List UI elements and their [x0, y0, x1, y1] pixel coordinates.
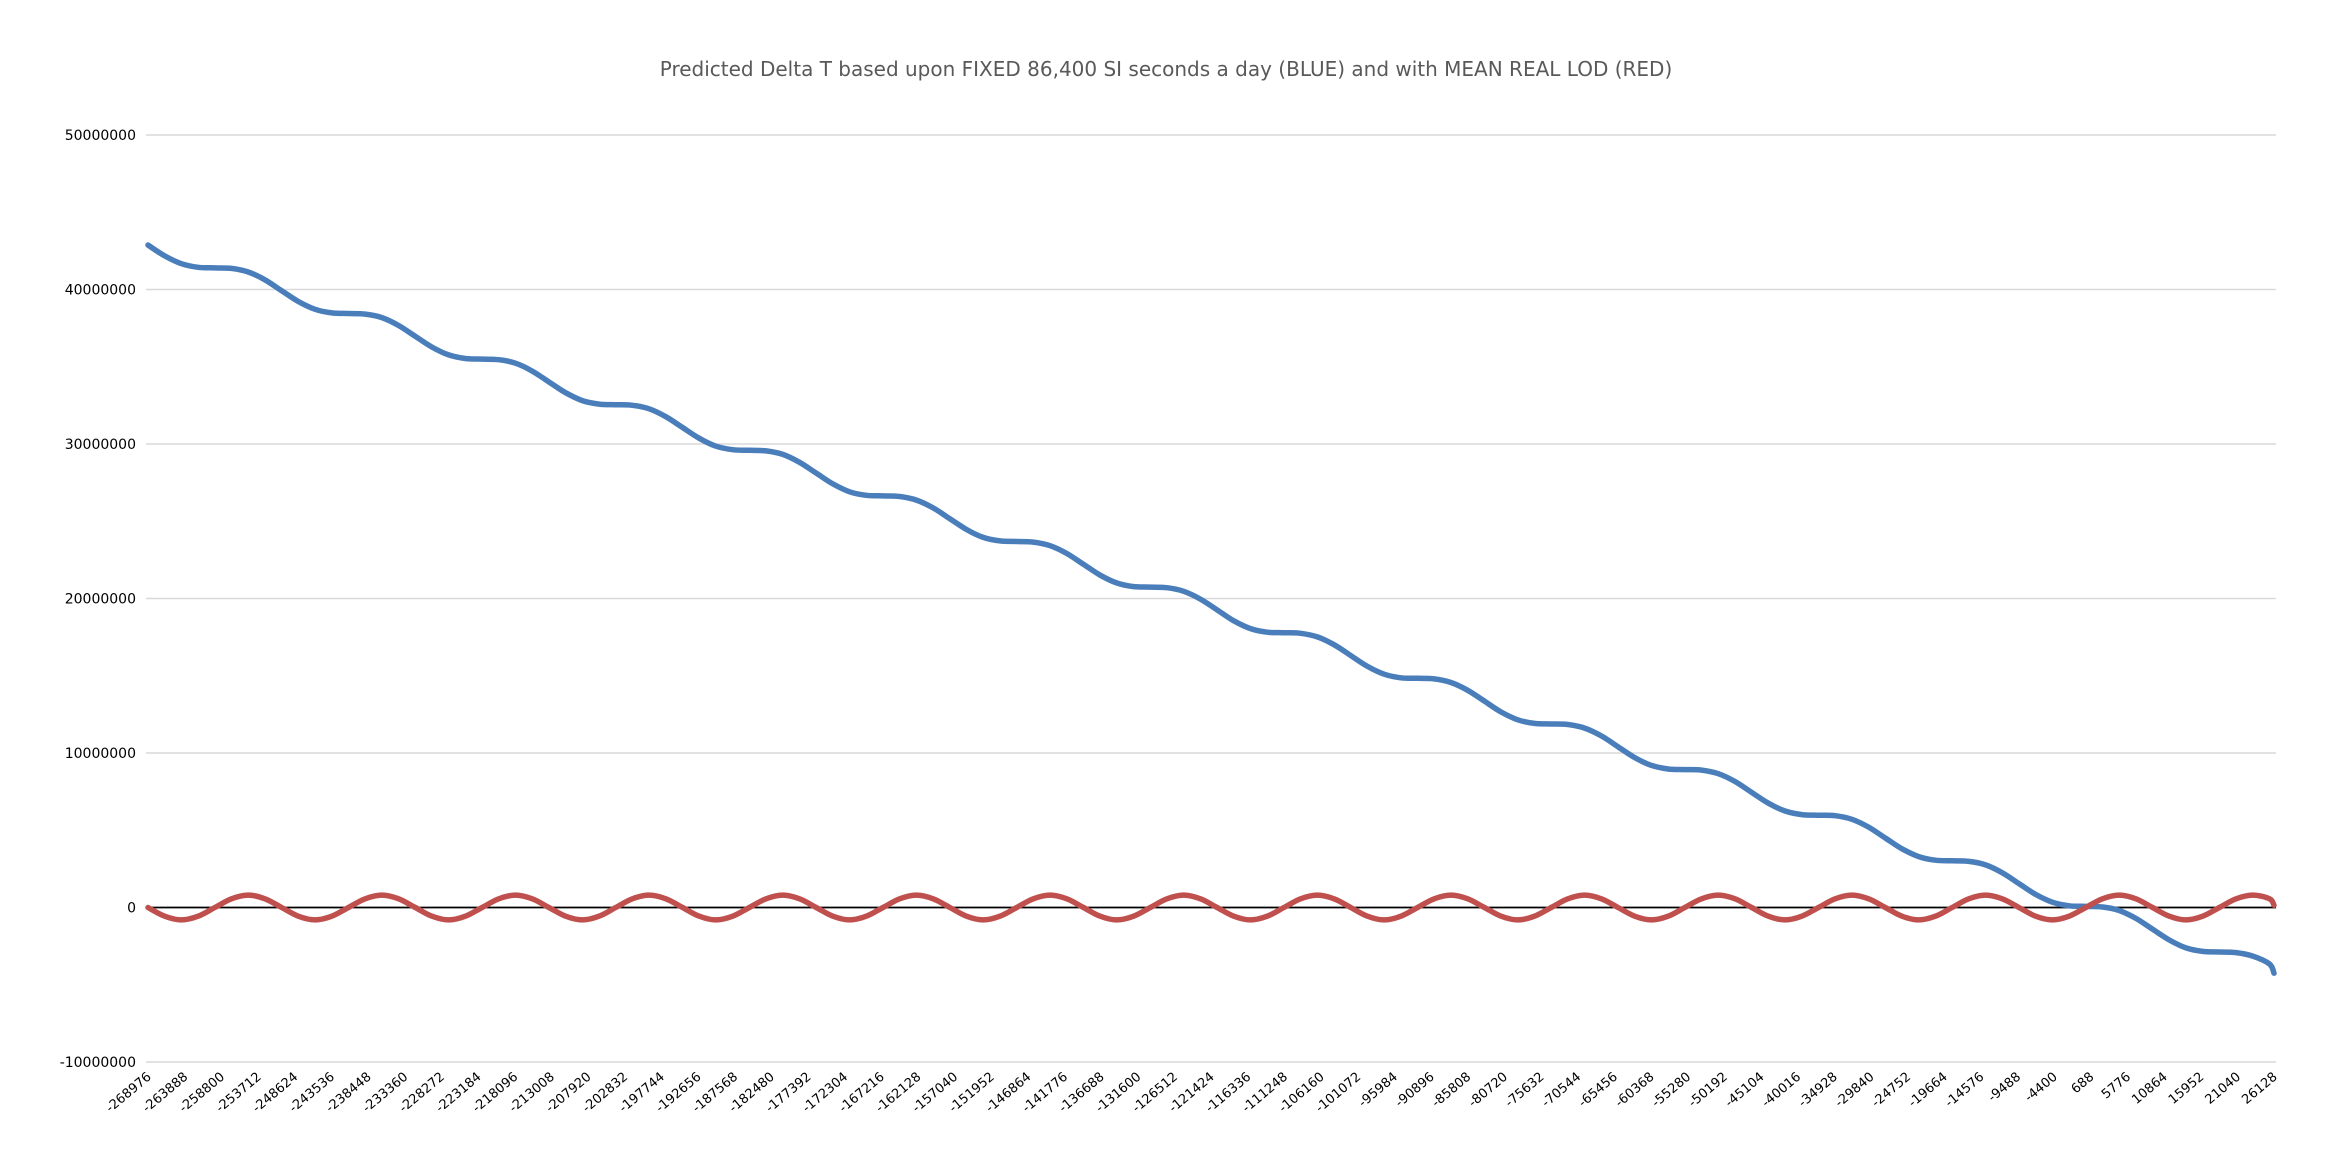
chart-title: Predicted Delta T based upon FIXED 86,40… — [660, 57, 1673, 81]
y-tick-label: 30000000 — [65, 437, 136, 453]
x-tick-label: -55280 — [1649, 1070, 1694, 1111]
series-fixed-si-seconds-blue — [145, 242, 2277, 976]
y-tick-label: -10000000 — [60, 1055, 136, 1071]
y-tick-label: 50000000 — [65, 128, 136, 144]
gridlines — [146, 134, 2276, 1063]
x-tick-label: -60368 — [1613, 1070, 1658, 1111]
x-tick-label: 15952 — [2166, 1070, 2207, 1108]
x-tick-label: -9488 — [1985, 1070, 2024, 1106]
series-lines — [145, 242, 2277, 976]
x-tick-label: -50192 — [1686, 1070, 1731, 1111]
y-axis-tick-labels: -10000000 0 10000000 20000000 30000000 400000… — [60, 128, 136, 1071]
x-tick-label: -40016 — [1759, 1070, 1804, 1111]
x-tick-label: -19664 — [1906, 1070, 1951, 1111]
x-tick-label: -70544 — [1539, 1070, 1584, 1111]
x-tick-label: 21040 — [2203, 1070, 2244, 1108]
x-tick-label: 5776 — [2099, 1070, 2134, 1103]
x-tick-label: -4400 — [2022, 1070, 2061, 1106]
x-tick-label: -34928 — [1796, 1070, 1841, 1111]
x-tick-label: -65456 — [1576, 1070, 1621, 1111]
y-tick-label: 40000000 — [65, 283, 136, 299]
x-tick-label: -45104 — [1722, 1070, 1767, 1111]
x-tick-label: -24752 — [1869, 1070, 1914, 1111]
x-tick-label: -95984 — [1356, 1070, 1401, 1111]
x-tick-label: 26128 — [2239, 1070, 2280, 1108]
x-tick-label: 10864 — [2129, 1070, 2170, 1108]
x-tick-label: -75632 — [1503, 1070, 1548, 1111]
series-mean-real-lod-red — [145, 892, 2277, 923]
x-axis-tick-labels: -268976-263888-258800-253712-248624-2435… — [103, 1070, 2280, 1116]
x-tick-label: -29840 — [1832, 1070, 1877, 1111]
y-tick-label: 20000000 — [65, 592, 136, 608]
x-tick-label: -14576 — [1942, 1070, 1987, 1111]
y-tick-label: 10000000 — [65, 746, 136, 762]
x-tick-label: 688 — [2069, 1070, 2098, 1097]
y-tick-label: 0 — [127, 901, 136, 917]
x-tick-label: -90896 — [1393, 1070, 1438, 1111]
x-tick-label: -85808 — [1429, 1070, 1474, 1111]
x-tick-label: -80720 — [1466, 1070, 1511, 1111]
